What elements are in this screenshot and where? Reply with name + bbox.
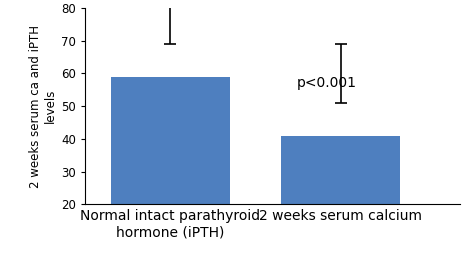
Bar xyxy=(111,77,230,204)
Y-axis label: 2 weeks serum ca and iPTH
levels: 2 weeks serum ca and iPTH levels xyxy=(29,25,57,188)
Text: p<0.001: p<0.001 xyxy=(296,76,356,90)
Bar xyxy=(281,136,400,204)
